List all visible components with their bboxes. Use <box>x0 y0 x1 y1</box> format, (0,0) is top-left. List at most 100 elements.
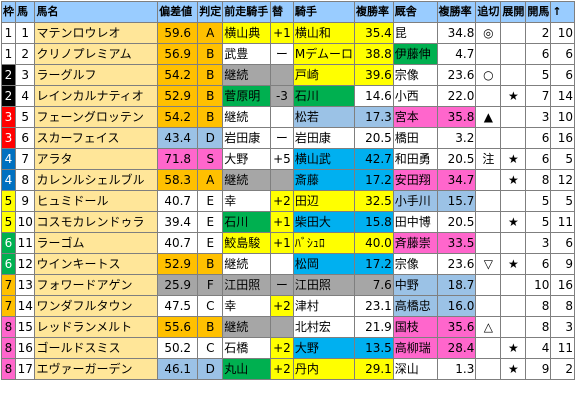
cell-stable: 伊藤伸 <box>392 43 438 65</box>
header-srate: 複勝率 <box>436 1 477 23</box>
cell-prev: 継続 <box>222 316 271 338</box>
header-row: 枠馬馬名 偏差値 判定 前走騎手替騎手 複勝率 厩舎 複勝率 追切 展開 開馬 ↑ <box>1 1 575 23</box>
cell-prev: 横山典 <box>222 22 271 44</box>
cell-name: マテンロウレオ <box>34 22 159 44</box>
cell-waku: 8 <box>1 337 16 359</box>
cell-grade: E <box>197 190 224 212</box>
cell-jrate: 13.5 <box>354 337 394 359</box>
cell-prev: 継続 <box>222 169 271 191</box>
cell-waku: 3 <box>1 106 16 128</box>
cell-waku: 4 <box>1 148 16 170</box>
table-row: 8 16 ゴールドスミス 50.2 C 石橋 +2 大野 13.5 高柳瑞 28.4 ★ 4 11 <box>1 337 575 359</box>
cell-up: 6 <box>550 43 575 65</box>
cell-prev: 継続 <box>222 64 271 86</box>
cell-num: 9 <box>14 190 36 212</box>
cell-jockey: ﾊﾞｼｭﾛ <box>292 232 356 254</box>
cell-kaiba: 6 <box>525 127 552 149</box>
cell-jrate: 21.9 <box>354 316 394 338</box>
cell-grade: B <box>197 316 224 338</box>
table-row: 4 7 アラタ 71.8 S 大野 +5 横山武 42.7 和田勇 20.5 注 ★ 6 5 <box>1 148 575 170</box>
cell-srate: 15.7 <box>436 190 477 212</box>
cell-waku: 6 <box>1 253 16 275</box>
cell-name: レッドランメルト <box>34 316 159 338</box>
cell-grade: B <box>197 106 224 128</box>
header-stable: 厩舎 <box>392 1 438 23</box>
cell-waku: 2 <box>1 85 16 107</box>
table-row: 1 2 クリノプレミアム 56.9 B 武豊ー Mデムーロ 38.8 伊藤伸 4.7 6 6 <box>1 43 575 65</box>
header-waku: 枠 <box>1 1 16 23</box>
cell-tenkai <box>500 190 527 212</box>
cell-up: 16 <box>550 127 575 149</box>
cell-dev: 46.1 <box>157 358 199 380</box>
cell-stable: 小手川 <box>392 190 438 212</box>
cell-jrate: 14.6 <box>354 85 394 107</box>
cell-num: 11 <box>14 232 36 254</box>
cell-dev: 25.9 <box>157 274 199 296</box>
cell-kaiba: 8 <box>525 169 552 191</box>
cell-prev: 幸 <box>222 190 271 212</box>
race-table: 枠馬馬名 偏差値 判定 前走騎手替騎手 複勝率 厩舎 複勝率 追切 展開 開馬 ↑ 1 1 マテンロウレオ… <box>1 1 575 380</box>
cell-kaiba: 3 <box>525 232 552 254</box>
cell-name: スカーフェイス <box>34 127 159 149</box>
cell-waku: 5 <box>1 190 16 212</box>
cell-up: 9 <box>550 253 575 275</box>
cell-tenkai <box>500 232 527 254</box>
cell-num: 5 <box>14 106 36 128</box>
cell-chg <box>269 106 294 128</box>
cell-tenkai <box>500 64 527 86</box>
cell-name: エヴァーガーデン <box>34 358 159 380</box>
cell-prev: 幸 <box>222 295 271 317</box>
cell-jockey: 横山和 <box>292 22 356 44</box>
cell-prev: 石川 <box>222 211 271 233</box>
cell-kaiba: 7 <box>525 85 552 107</box>
cell-jockey: 津村 <box>292 295 356 317</box>
cell-kaiba: 2 <box>525 22 552 44</box>
cell-jockey: 松岡 <box>292 253 356 275</box>
cell-tenkai: ★ <box>500 211 527 233</box>
cell-kaiba: 10 <box>525 274 552 296</box>
cell-stable: 国枝 <box>392 316 438 338</box>
cell-chg: +2 <box>269 295 294 317</box>
cell-oikiri: ▲ <box>475 106 502 128</box>
cell-jrate: 42.7 <box>354 148 394 170</box>
cell-oikiri <box>475 232 502 254</box>
cell-num: 10 <box>14 211 36 233</box>
cell-waku: 4 <box>1 169 16 191</box>
cell-num: 6 <box>14 127 36 149</box>
cell-jrate: 17.2 <box>354 253 394 275</box>
cell-jrate: 17.3 <box>354 106 394 128</box>
cell-prev: 鮫島駿 <box>222 232 271 254</box>
cell-srate: 35.8 <box>436 106 477 128</box>
cell-jrate: 40.0 <box>354 232 394 254</box>
cell-grade: S <box>197 148 224 170</box>
cell-up: 5 <box>550 148 575 170</box>
cell-stable: 宗像 <box>392 64 438 86</box>
cell-chg: +2 <box>269 337 294 359</box>
cell-waku: 3 <box>1 127 16 149</box>
cell-name: フォワードアゲン <box>34 274 159 296</box>
cell-jrate: 15.8 <box>354 211 394 233</box>
table-row: 2 4 レインカルナティオ 52.9 B 菅原明 -3 石川 14.6 小西 22.0 ★ 7 14 <box>1 85 575 107</box>
cell-up: 11 <box>550 211 575 233</box>
cell-num: 15 <box>14 316 36 338</box>
cell-chg: ー <box>269 127 294 149</box>
cell-up: 11 <box>550 337 575 359</box>
cell-chg <box>269 316 294 338</box>
cell-jockey: 田辺 <box>292 190 356 212</box>
cell-jockey: 北村宏 <box>292 316 356 338</box>
cell-jrate: 39.6 <box>354 64 394 86</box>
cell-num: 14 <box>14 295 36 317</box>
cell-grade: A <box>197 169 224 191</box>
cell-dev: 55.6 <box>157 316 199 338</box>
cell-oikiri <box>475 43 502 65</box>
cell-name: ラーゴム <box>34 232 159 254</box>
cell-stable: 田中博 <box>392 211 438 233</box>
cell-num: 12 <box>14 253 36 275</box>
cell-dev: 43.4 <box>157 127 199 149</box>
header-name: 馬名 <box>34 1 159 23</box>
cell-stable: 深山 <box>392 358 438 380</box>
cell-grade: C <box>197 337 224 359</box>
cell-num: 2 <box>14 43 36 65</box>
table-row: 4 8 カレンルシェルブル 58.3 A 継続 斎藤 17.2 安田翔 34.7 ★ 8 12 <box>1 169 575 191</box>
cell-tenkai: ★ <box>500 85 527 107</box>
